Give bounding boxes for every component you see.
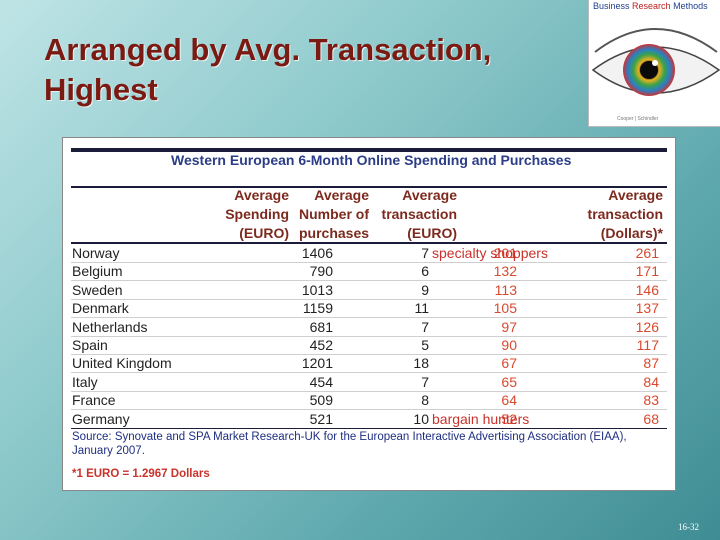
- transaction-euro-cell: 67: [501, 355, 517, 372]
- purchases-cell: 9: [421, 281, 429, 298]
- country-cell: Germany: [72, 410, 130, 427]
- spending-cell: 454: [309, 373, 333, 390]
- segment-note: bargain hunters: [432, 410, 530, 427]
- purchases-cell: 11: [414, 300, 429, 317]
- country-cell: Sweden: [72, 281, 123, 298]
- country-cell: United Kingdom: [72, 355, 172, 372]
- transaction-usd-cell: 87: [643, 355, 659, 372]
- eye-icon: [591, 28, 720, 96]
- purchases-cell: 7: [421, 318, 429, 335]
- transaction-euro-cell: 201: [493, 245, 517, 261]
- logo-brand: Business Research Methods: [593, 1, 708, 11]
- spending-cell: 1159: [302, 300, 333, 317]
- table-row: Spain 452 5 90 117: [71, 336, 667, 355]
- table-row: United Kingdom 1201 18 67 87: [71, 354, 667, 374]
- country-cell: Italy: [72, 373, 98, 390]
- book-logo: Business Research Methods Cooper | Schin…: [588, 0, 720, 127]
- table-row: Denmark 1159 11 105 137: [71, 299, 667, 319]
- transaction-euro-cell: 90: [501, 337, 517, 353]
- purchases-cell: 7: [421, 245, 429, 261]
- bottom-rule: [71, 428, 667, 429]
- transaction-euro-cell: 105: [493, 300, 517, 317]
- country-cell: Belgium: [72, 263, 123, 280]
- table-row: Sweden 1013 9 113 146: [71, 281, 667, 300]
- table-row: France 509 8 64 83: [71, 391, 667, 411]
- slide-title: Arranged by Avg. Transaction, Highest: [44, 32, 492, 107]
- transaction-usd-cell: 171: [635, 263, 659, 280]
- spending-cell: 681: [309, 318, 333, 335]
- header-transaction-euro: Average transaction (EURO): [381, 187, 457, 241]
- spending-cell: 509: [309, 392, 333, 409]
- source-note: Source: Synovate and SPA Market Research…: [72, 431, 627, 457]
- country-cell: France: [72, 392, 116, 409]
- country-cell: Netherlands: [72, 318, 148, 335]
- purchases-cell: 5: [421, 337, 429, 353]
- transaction-usd-cell: 83: [643, 392, 659, 409]
- purchases-cell: 8: [421, 392, 429, 409]
- table-row: Norway 1406 7 201 specialty shoppers 261: [71, 244, 667, 263]
- transaction-euro-cell: 132: [493, 263, 517, 280]
- transaction-euro-cell: 52: [501, 410, 517, 427]
- table-row: Netherlands 681 7 97 126: [71, 318, 667, 337]
- purchases-cell: 10: [413, 410, 429, 427]
- segment-note: specialty shoppers: [432, 245, 548, 261]
- transaction-usd-cell: 117: [636, 337, 659, 353]
- transaction-usd-cell: 84: [643, 373, 659, 390]
- header-rule: [71, 242, 667, 244]
- purchases-cell: 6: [421, 263, 429, 280]
- transaction-euro-cell: 113: [494, 281, 517, 298]
- logo-authors: Cooper | Schindler: [617, 116, 659, 122]
- transaction-usd-cell: 68: [643, 410, 659, 427]
- title-rule: [71, 186, 667, 188]
- transaction-usd-cell: 137: [635, 300, 659, 317]
- header-purchases: Average Number of purchases: [299, 187, 370, 241]
- spending-cell: 1013: [301, 281, 333, 298]
- spending-cell: 521: [309, 410, 333, 427]
- transaction-euro-cell: 64: [501, 392, 517, 409]
- table-row: Italy 454 7 65 84: [71, 373, 667, 392]
- table-panel: Western European 6-Month Online Spending…: [62, 137, 676, 491]
- transaction-usd-cell: 146: [635, 281, 659, 298]
- purchases-cell: 18: [413, 355, 429, 372]
- purchases-cell: 7: [421, 373, 429, 390]
- spending-cell: 790: [309, 263, 333, 280]
- currency-footnote: *1 EURO = 1.2967 Dollars: [72, 468, 210, 480]
- country-cell: Spain: [72, 337, 108, 353]
- table-title: Western European 6-Month Online Spending…: [171, 152, 572, 168]
- transaction-euro-cell: 65: [501, 373, 517, 390]
- table-row: Belgium 790 6 132 171: [71, 262, 667, 282]
- header-transaction-usd: Average transaction (Dollars)*: [587, 187, 663, 241]
- page-number: 16-32: [678, 522, 699, 532]
- spending-cell: 452: [309, 337, 333, 353]
- table-row: Germany 521 10 52 bargain hunters 68: [71, 410, 667, 429]
- transaction-usd-cell: 126: [635, 318, 659, 335]
- spending-cell: 1201: [301, 355, 333, 372]
- top-rule: [71, 148, 667, 152]
- transaction-euro-cell: 97: [501, 318, 517, 335]
- spending-cell: 1406: [301, 245, 333, 261]
- country-cell: Norway: [72, 245, 120, 261]
- header-spending: Average Spending (EURO): [225, 187, 289, 241]
- transaction-usd-cell: 261: [635, 245, 659, 261]
- country-cell: Denmark: [72, 300, 129, 317]
